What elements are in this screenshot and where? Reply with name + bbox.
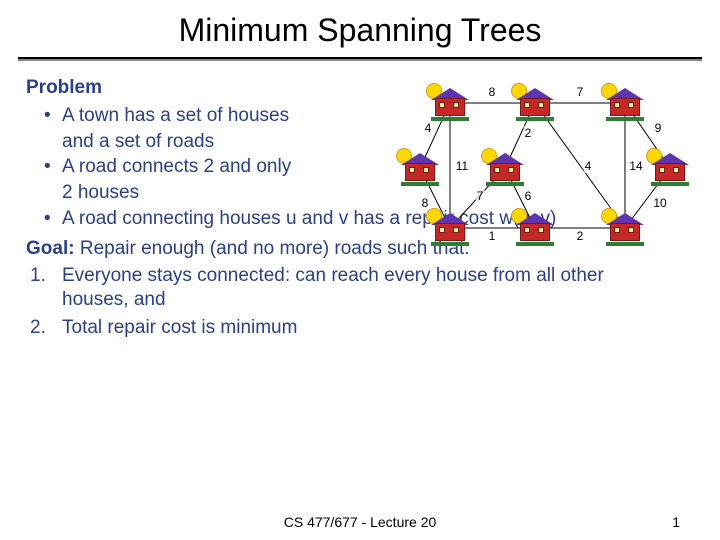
list-number: 1. [30, 264, 46, 288]
house-node-icon [516, 88, 554, 118]
edge-weight-label: 2 [576, 229, 585, 243]
edge-weight-label: 4 [424, 121, 433, 135]
var-u: u [286, 208, 297, 229]
title-underline [18, 57, 702, 61]
bullet-item: A town has a set of houses [44, 104, 396, 128]
problem-label: Problem [26, 76, 396, 100]
problem-bullets: A town has a set of houses [26, 104, 396, 128]
page-number: 1 [672, 514, 680, 530]
house-node-icon [401, 153, 439, 183]
bullet-text: A town has a set of houses [62, 105, 289, 126]
bullet-continuation: 2 houses [26, 181, 396, 205]
slide-footer: CS 477/677 - Lecture 20 1 [0, 514, 720, 530]
problem-bullets: A road connecting houses u and v has a r… [26, 207, 396, 231]
content-area: Problem A town has a set of houses and a… [26, 76, 396, 344]
edge-weight-label: 9 [654, 121, 663, 135]
house-node-icon [606, 88, 644, 118]
edge-weight-label: 8 [421, 196, 430, 210]
edge-weight-label: 8 [488, 85, 497, 99]
bullet-text-prefix: A road connecting houses [62, 208, 286, 229]
var-v: v [339, 208, 349, 229]
edge-weight-label: 7 [476, 189, 485, 203]
graph-diagram: 4 8 7 9 10 2 1 8 11 2 7 6 4 14 [380, 78, 700, 248]
edge-weight-label: 7 [576, 85, 585, 99]
edge-weight-label: 1 [488, 229, 497, 243]
goal-item: 2. Total repair cost is minimum [26, 316, 666, 340]
goal-item-text: Everyone stays connected: can reach ever… [62, 265, 604, 310]
goal-list: 1. Everyone stays connected: can reach ev… [26, 264, 666, 339]
house-node-icon [651, 153, 689, 183]
house-node-icon [516, 213, 554, 243]
list-number: 2. [30, 316, 46, 340]
bullet-text: A road connects 2 and only [62, 156, 291, 177]
edge-weight-label: 4 [584, 159, 593, 173]
edge-weight-label: 6 [524, 189, 533, 203]
edge-weight-label: 14 [628, 159, 643, 173]
edge-weight-label: 11 [455, 159, 469, 173]
footer-center: CS 477/677 - Lecture 20 [284, 514, 437, 530]
goal-item: 1. Everyone stays connected: can reach ev… [26, 264, 666, 312]
bullet-continuation: and a set of roads [26, 130, 396, 154]
goal-label: Goal: [26, 238, 75, 259]
bullet-text-mid: and [297, 208, 339, 229]
bullet-item: A road connects 2 and only [44, 155, 396, 179]
edge-weight-label: 10 [652, 196, 667, 210]
goal-item-text: Total repair cost is minimum [62, 317, 297, 338]
slide-title: Minimum Spanning Trees [0, 0, 720, 49]
house-node-icon [431, 88, 469, 118]
house-node-icon [486, 153, 524, 183]
house-node-icon [431, 213, 469, 243]
house-node-icon [606, 213, 644, 243]
edge-weight-label: 2 [524, 126, 533, 140]
problem-bullets: A road connects 2 and only [26, 155, 396, 179]
